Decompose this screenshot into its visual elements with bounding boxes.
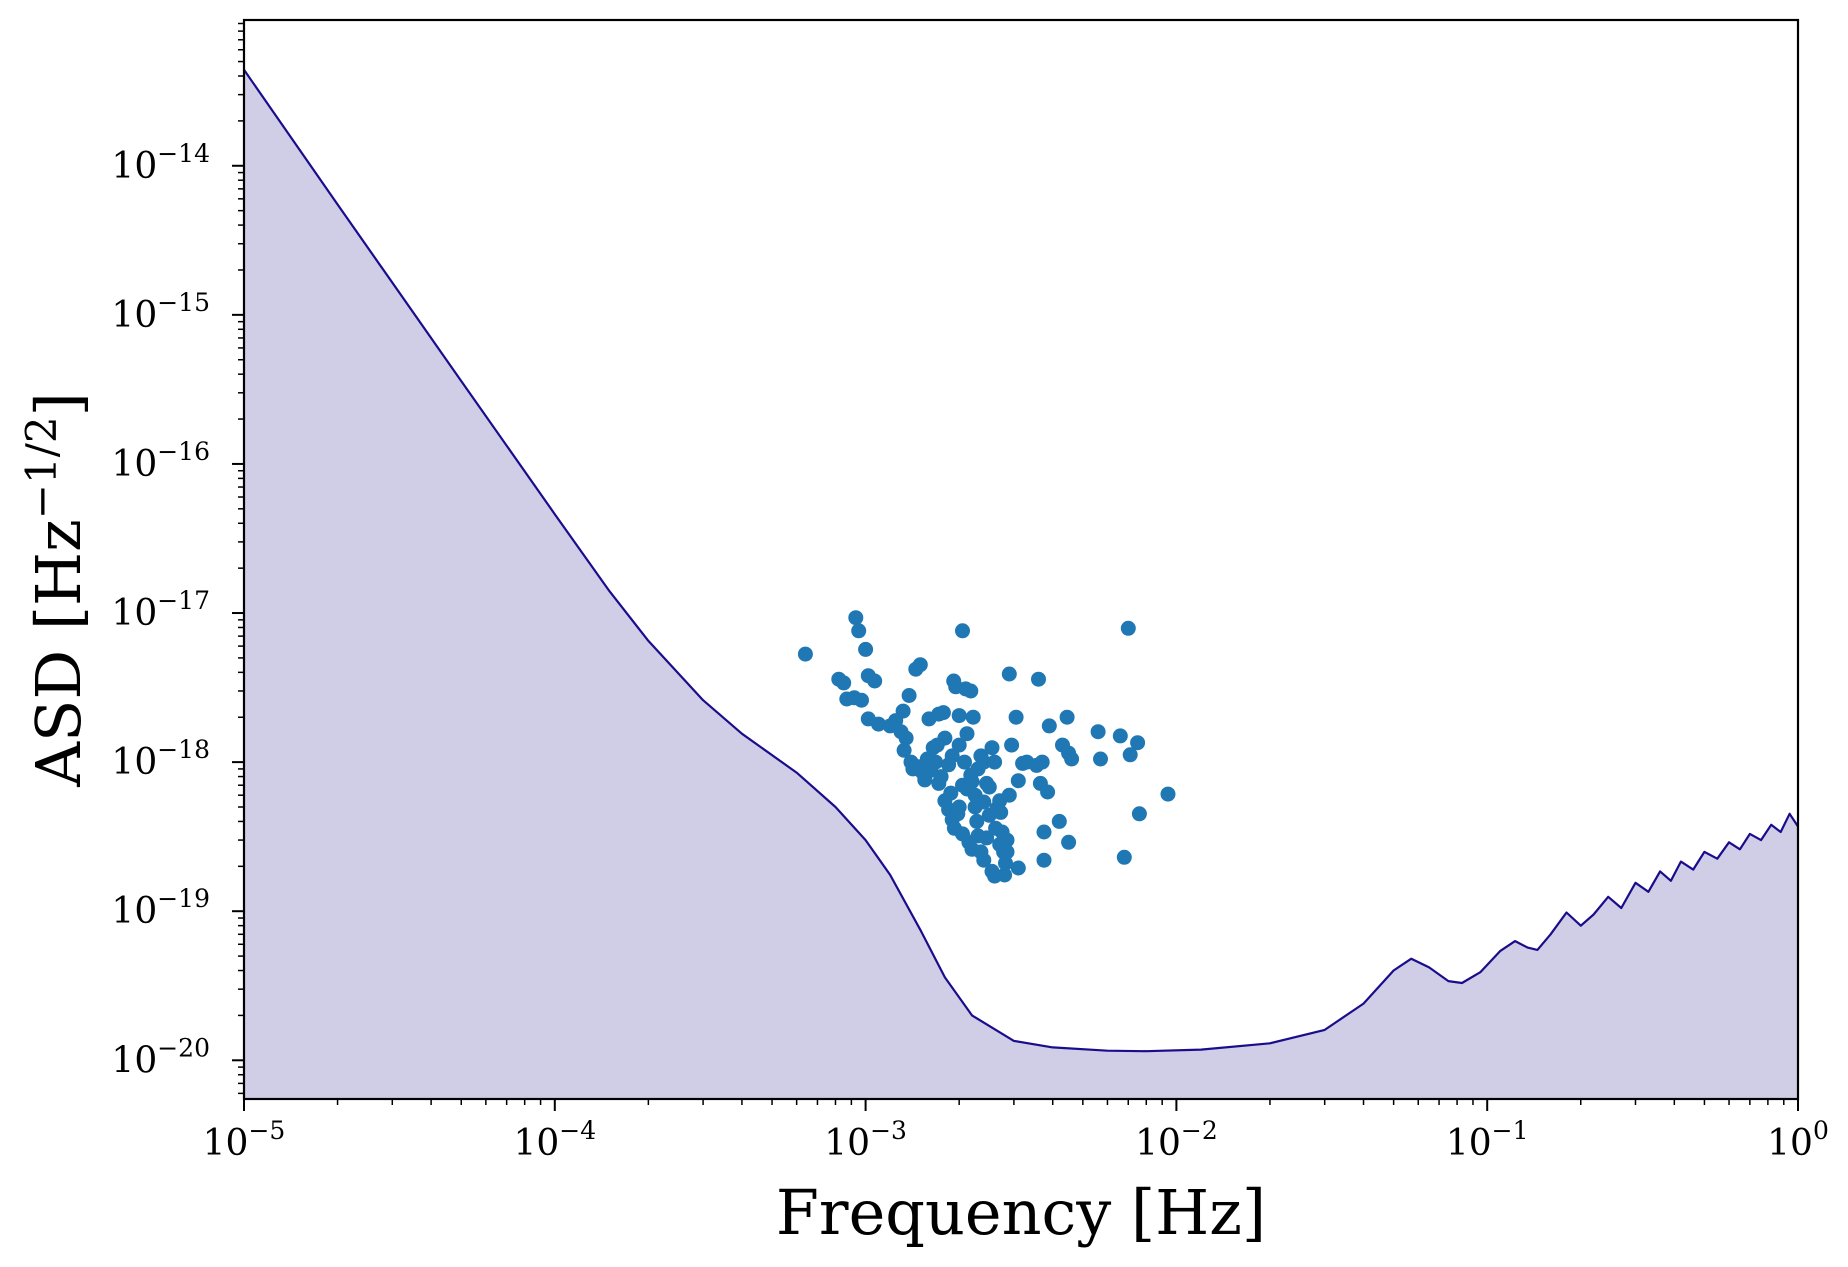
scatter-point	[797, 646, 813, 662]
scatter-point	[848, 610, 864, 626]
scatter-point	[867, 673, 883, 689]
scatter-point	[929, 737, 945, 753]
scatter-point	[999, 844, 1015, 860]
plot-frame	[242, 18, 1800, 1101]
y-tick-label: 10−16	[111, 437, 210, 485]
scatter-point	[979, 830, 995, 846]
scatter-point	[1034, 754, 1050, 770]
scatter-point	[1051, 813, 1067, 829]
scatter-point	[959, 726, 975, 742]
scatter-point	[898, 730, 914, 746]
scatter-point	[998, 855, 1013, 871]
y-axis-label: ASD [Hz−1/2]	[17, 392, 95, 788]
y-tick-label: 10−14	[111, 139, 210, 187]
sensitivity-line	[243, 69, 1799, 1053]
scatter-point	[963, 767, 979, 783]
scatter-point	[963, 683, 979, 699]
scatter-point	[882, 718, 898, 734]
y-tick-label: 10−19	[111, 884, 210, 932]
scatter-point	[1031, 671, 1046, 687]
scatter-point	[957, 754, 972, 770]
x-axis-ticks: 10−5 10−4 10−3 10−2 10−1 100	[203, 1099, 1829, 1164]
scatter-point	[965, 709, 981, 725]
scatter-point	[896, 742, 912, 758]
sensitivity-curve	[243, 69, 1799, 1053]
scatter-point	[919, 751, 935, 767]
scatter-point	[976, 852, 992, 868]
scatter-points	[797, 610, 1176, 884]
scatter-point	[1010, 773, 1026, 789]
x-tick-label: 10−5	[203, 1116, 286, 1164]
scatter-point	[1064, 751, 1080, 767]
scatter-point	[1036, 824, 1052, 840]
scatter-point	[967, 787, 983, 803]
scatter-point	[935, 705, 951, 721]
scatter-point	[993, 804, 1009, 820]
scatter-point	[1001, 666, 1017, 682]
y-tick-label: 10−18	[111, 735, 210, 783]
scatter-point	[1041, 718, 1057, 734]
scatter-point	[987, 754, 1003, 770]
y-tick-label: 10−15	[111, 288, 210, 336]
scatter-point	[1116, 849, 1132, 865]
scatter-point	[1130, 735, 1146, 751]
scatter-point	[905, 761, 921, 777]
scatter-point	[1093, 751, 1108, 767]
scatter-point	[1090, 724, 1106, 740]
x-tick-label: 10−3	[824, 1116, 907, 1164]
x-tick-label: 10−4	[513, 1116, 596, 1164]
scatter-point	[836, 675, 852, 691]
scatter-point	[984, 740, 1000, 756]
scatter-point	[951, 737, 967, 753]
scatter-point	[1120, 620, 1136, 636]
scatter-point	[1040, 784, 1056, 800]
scatter-point	[1131, 806, 1147, 822]
scatter-point	[997, 867, 1013, 883]
scatter-point	[895, 703, 911, 719]
scatter-point	[943, 785, 959, 801]
y-tick-label: 10−17	[111, 586, 210, 634]
scatter-point	[988, 820, 1004, 836]
scatter-point	[858, 641, 874, 657]
fill-region	[244, 69, 1798, 1099]
x-tick-label: 10−1	[1446, 1116, 1529, 1164]
scatter-point	[1061, 834, 1077, 850]
scatter-point	[1036, 852, 1052, 868]
scatter-point	[854, 692, 869, 708]
scatter-point	[1160, 786, 1176, 802]
scatter-point	[944, 748, 960, 764]
sensitivity-fill-area	[244, 69, 1798, 1099]
scatter-point	[981, 779, 997, 795]
scatter-point	[921, 711, 937, 727]
x-tick-label: 10−2	[1135, 1116, 1218, 1164]
scatter-point	[950, 806, 966, 822]
scatter-point	[933, 769, 949, 785]
scatter-point	[871, 716, 886, 732]
scatter-point	[901, 688, 917, 703]
scatter-point	[1010, 860, 1026, 876]
y-axis-ticks: 10−20 10−19 10−18 10−17 10−16 10−15 10−14	[111, 22, 244, 1095]
scatter-point	[1059, 709, 1075, 725]
scatter-point	[1004, 737, 1020, 753]
y-tick-label: 10−20	[111, 1033, 210, 1081]
scatter-point	[955, 623, 970, 639]
scatter-point	[1019, 754, 1035, 770]
x-axis-label: Frequency [Hz]	[776, 1176, 1266, 1249]
scatter-point	[1112, 728, 1128, 744]
scatter-point	[1001, 787, 1017, 803]
scatter-point	[976, 754, 992, 770]
scatter-point	[1008, 709, 1024, 725]
x-tick-label: 100	[1767, 1116, 1829, 1164]
scatter-point	[1122, 747, 1138, 763]
scatter-point	[951, 708, 967, 724]
scatter-point	[969, 813, 985, 829]
scatter-point	[912, 657, 928, 673]
scatter-point	[851, 623, 867, 639]
